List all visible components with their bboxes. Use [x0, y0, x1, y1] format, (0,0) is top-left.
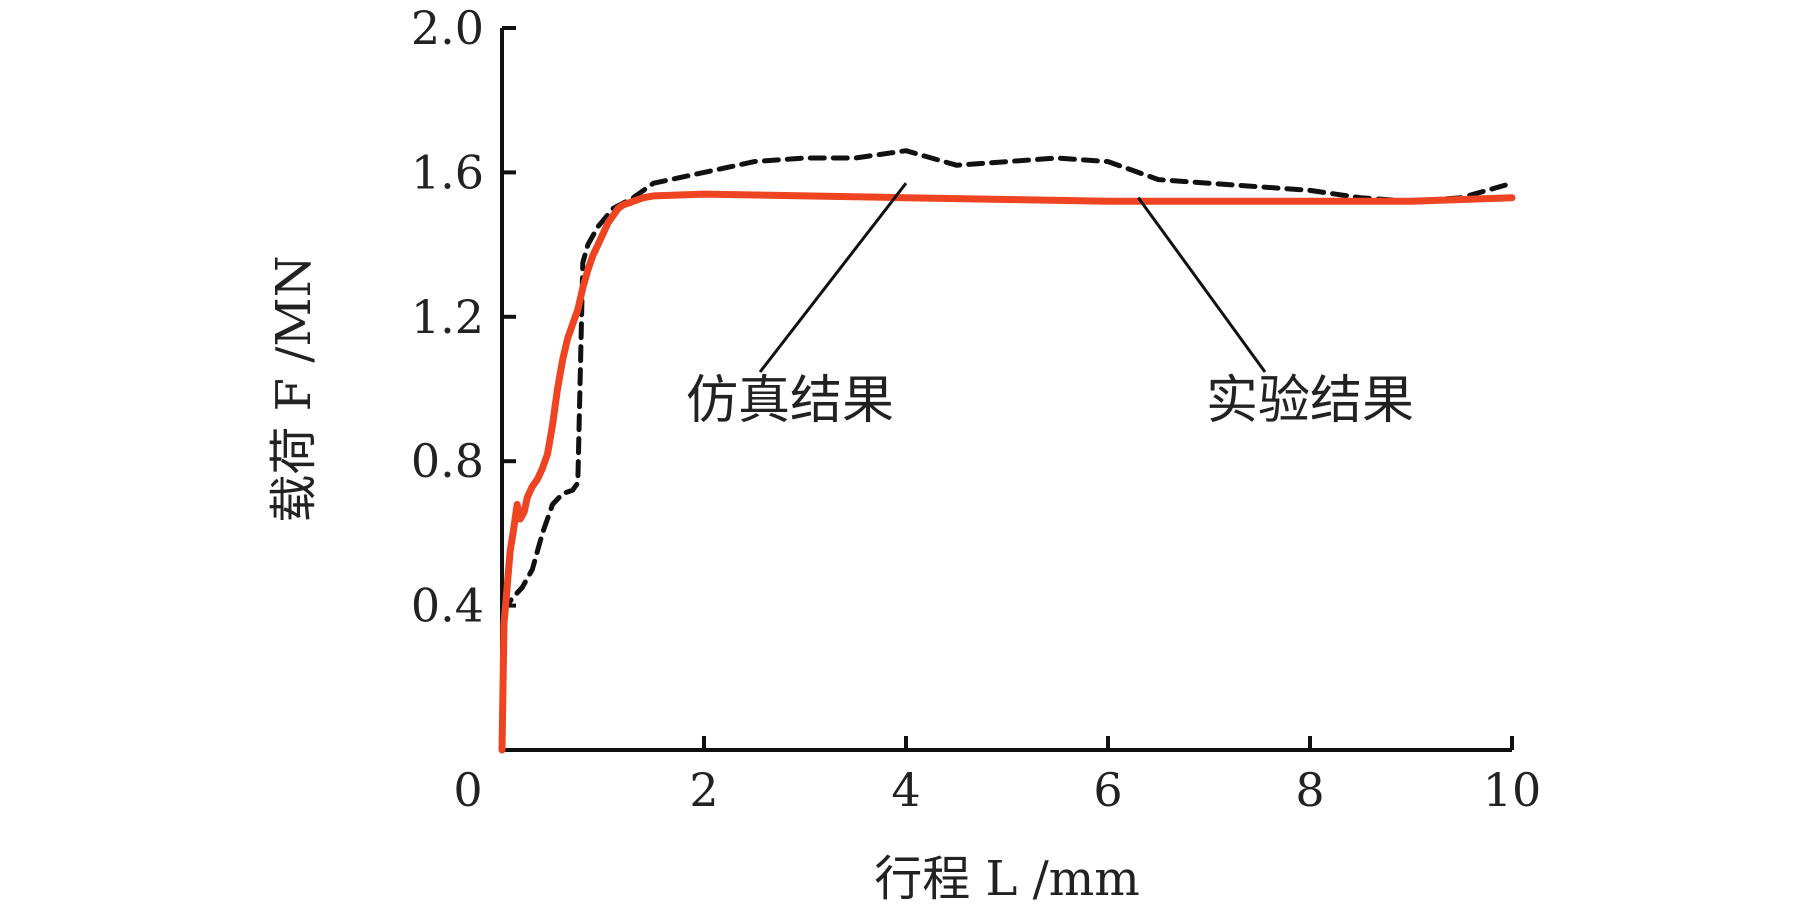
x-tick-label: 4: [891, 763, 920, 817]
y-tick-label: 0.4: [411, 579, 484, 633]
x-tick-label: 8: [1295, 763, 1324, 817]
y-tick-label: 0.8: [411, 434, 484, 488]
x-tick-label: 6: [1093, 763, 1122, 817]
x-tick-label: 10: [1483, 763, 1542, 817]
series-layer: [498, 148, 1516, 754]
label-layer: 0.4 0.8 1.2 1.6 2.0 0 2 4 6 8 10 行程 L /mm 载荷 F /MN: [266, 1, 1541, 907]
y-axis-title: 载荷 F /MN: [266, 255, 322, 522]
annotation-label-experiment: 实验结果: [1206, 371, 1414, 431]
series-simulation-line: [499, 148, 1515, 753]
y-tick-label: 1.6: [411, 145, 484, 199]
annotation-label-simulation: 仿真结果: [686, 371, 894, 431]
annotation-leader-line: [1137, 196, 1267, 373]
x-tick-label: 0: [453, 763, 482, 817]
y-tick-label: 2.0: [411, 1, 484, 55]
annotation-leader-line: [758, 182, 908, 373]
y-tick-label: 1.2: [411, 290, 484, 344]
x-tick-label: 2: [689, 763, 718, 817]
series-experiment-line: [498, 190, 1516, 754]
x-axis-title: 行程 L /mm: [874, 851, 1140, 907]
annotation-layer: 仿真结果 实验结果: [686, 182, 1414, 431]
